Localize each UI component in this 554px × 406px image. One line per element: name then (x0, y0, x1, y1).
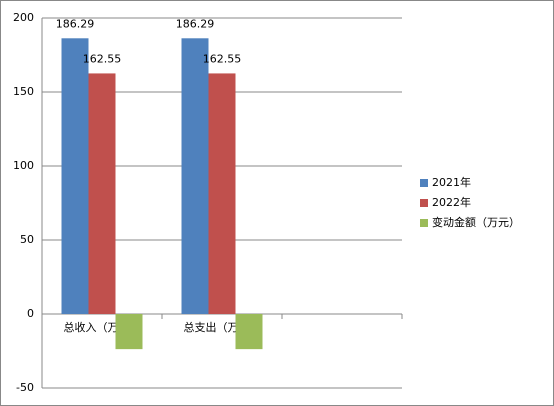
bar (88, 73, 116, 315)
legend-key (420, 179, 428, 187)
bar (115, 314, 143, 350)
bar (235, 314, 263, 350)
legend-key (420, 199, 428, 207)
bar (181, 38, 209, 314)
y-tick-label: 200 (13, 11, 34, 24)
legend-label: 2022年 (432, 195, 471, 209)
y-tick-label: 0 (27, 307, 34, 320)
legend-label: 变动金额（万元） (432, 215, 520, 229)
bar (61, 38, 89, 314)
legend-label: 2021年 (432, 175, 471, 189)
data-label: 186.29 (56, 17, 95, 30)
data-label: 162.55 (83, 52, 122, 65)
y-tick-label: 150 (13, 85, 34, 98)
y-tick-label: 50 (20, 233, 34, 246)
y-tick-label: -50 (16, 381, 34, 394)
data-label: 186.29 (176, 17, 215, 30)
bar (208, 73, 236, 315)
y-tick-label: 100 (13, 159, 34, 172)
data-label: 162.55 (203, 52, 242, 65)
legend-key (420, 219, 428, 227)
